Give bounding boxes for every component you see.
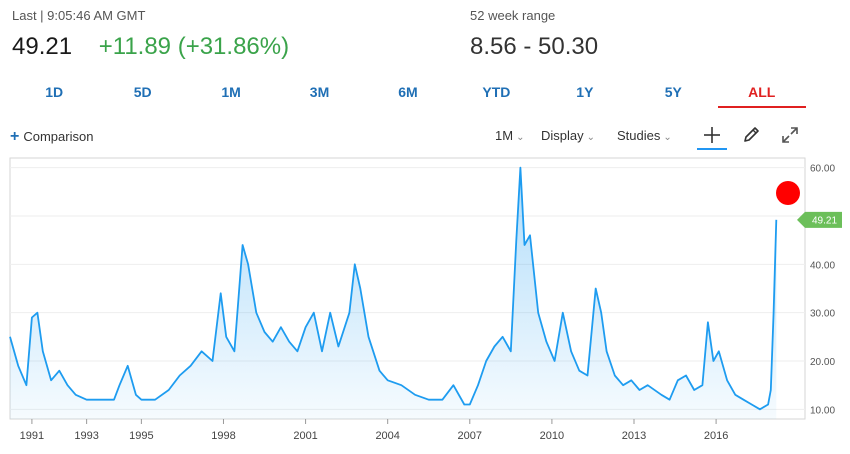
tab-5d[interactable]: 5D [133,84,152,100]
studies-dropdown[interactable]: Studies ⌄ [617,128,672,143]
x-tick-label: 2016 [704,430,728,442]
studies-label: Studies [617,128,661,143]
y-tick-label: 10.00 [810,405,835,416]
draw-tool-button[interactable] [736,122,766,148]
x-tick-label: 2007 [458,430,482,442]
x-tick-label: 1995 [129,430,153,442]
plot-frame [9,157,806,420]
y-tick-label: 60.00 [810,164,835,175]
y-tick-label: 40.00 [810,260,835,271]
comparison-button[interactable]: + Comparison [10,128,93,146]
last-price: 49.21 [12,33,73,60]
week-range-label: 52 week range [470,8,556,23]
tab-1y[interactable]: 1Y [576,84,594,100]
x-axis: 1991 1993 1995 1998 2001 2004 2007 2010 2013 2016 [20,419,728,442]
comparison-label: Comparison [23,129,94,144]
week-range: 52 week range 8.56 - 50.30 [470,8,598,61]
tab-6m[interactable]: 6M [398,84,418,100]
price-change: +11.89 (+31.86%) [98,33,290,60]
x-tick-label: 2001 [293,430,317,442]
last-time-label: Last | 9:05:46 AM GMT [12,8,146,23]
last-price-tag: 49.21 [797,211,842,228]
range-tabs: 1D 5D 1M 3M 6M YTD 1Y 5Y ALL [10,84,806,108]
red-dot-marker [776,181,800,205]
tab-all[interactable]: ALL [717,84,806,108]
expand-icon [782,127,798,143]
chevron-down-icon: ⌄ [516,132,525,143]
x-tick-label: 1998 [211,430,235,442]
chevron-down-icon: ⌄ [663,132,672,143]
quote-header: Last | 9:05:46 AM GMT 49.21 +11.89 (+31.… [12,8,289,61]
x-tick-label: 2013 [622,430,646,442]
x-tick-label: 1993 [74,430,98,442]
display-label: Display [541,128,584,143]
y-tick-label: 30.00 [810,309,835,320]
crosshair-icon [704,127,720,143]
price-row: 49.21 +11.89 (+31.86%) [12,33,289,61]
tab-5y[interactable]: 5Y [664,84,682,100]
pencil-icon [744,127,759,142]
x-tick-label: 1991 [20,430,44,442]
x-tick-label: 2004 [375,430,399,442]
crosshair-tool-button[interactable] [697,122,727,150]
interval-dropdown[interactable]: 1M ⌄ [495,128,524,143]
expand-button[interactable] [775,122,805,148]
last-price-tag-shape [797,211,842,228]
series-line [9,166,778,411]
display-dropdown[interactable]: Display ⌄ [541,128,595,143]
series-area [10,167,777,419]
tab-3m[interactable]: 3M [309,84,330,100]
interval-label: 1M [495,128,514,143]
week-range-value: 8.56 - 50.30 [470,33,599,60]
tab-ytd[interactable]: YTD [482,84,511,100]
x-tick-label: 2010 [540,430,564,442]
chart-toolbar: + Comparison 1M ⌄ Display ⌄ Studies ⌄ [0,122,850,152]
chevron-down-icon: ⌄ [586,132,596,143]
plus-icon: + [10,128,20,145]
y-tick-label: 20.00 [810,357,835,368]
tab-1d[interactable]: 1D [45,84,64,100]
last-price-tag-text: 49.21 [812,215,837,226]
tab-1m[interactable]: 1M [221,84,241,100]
